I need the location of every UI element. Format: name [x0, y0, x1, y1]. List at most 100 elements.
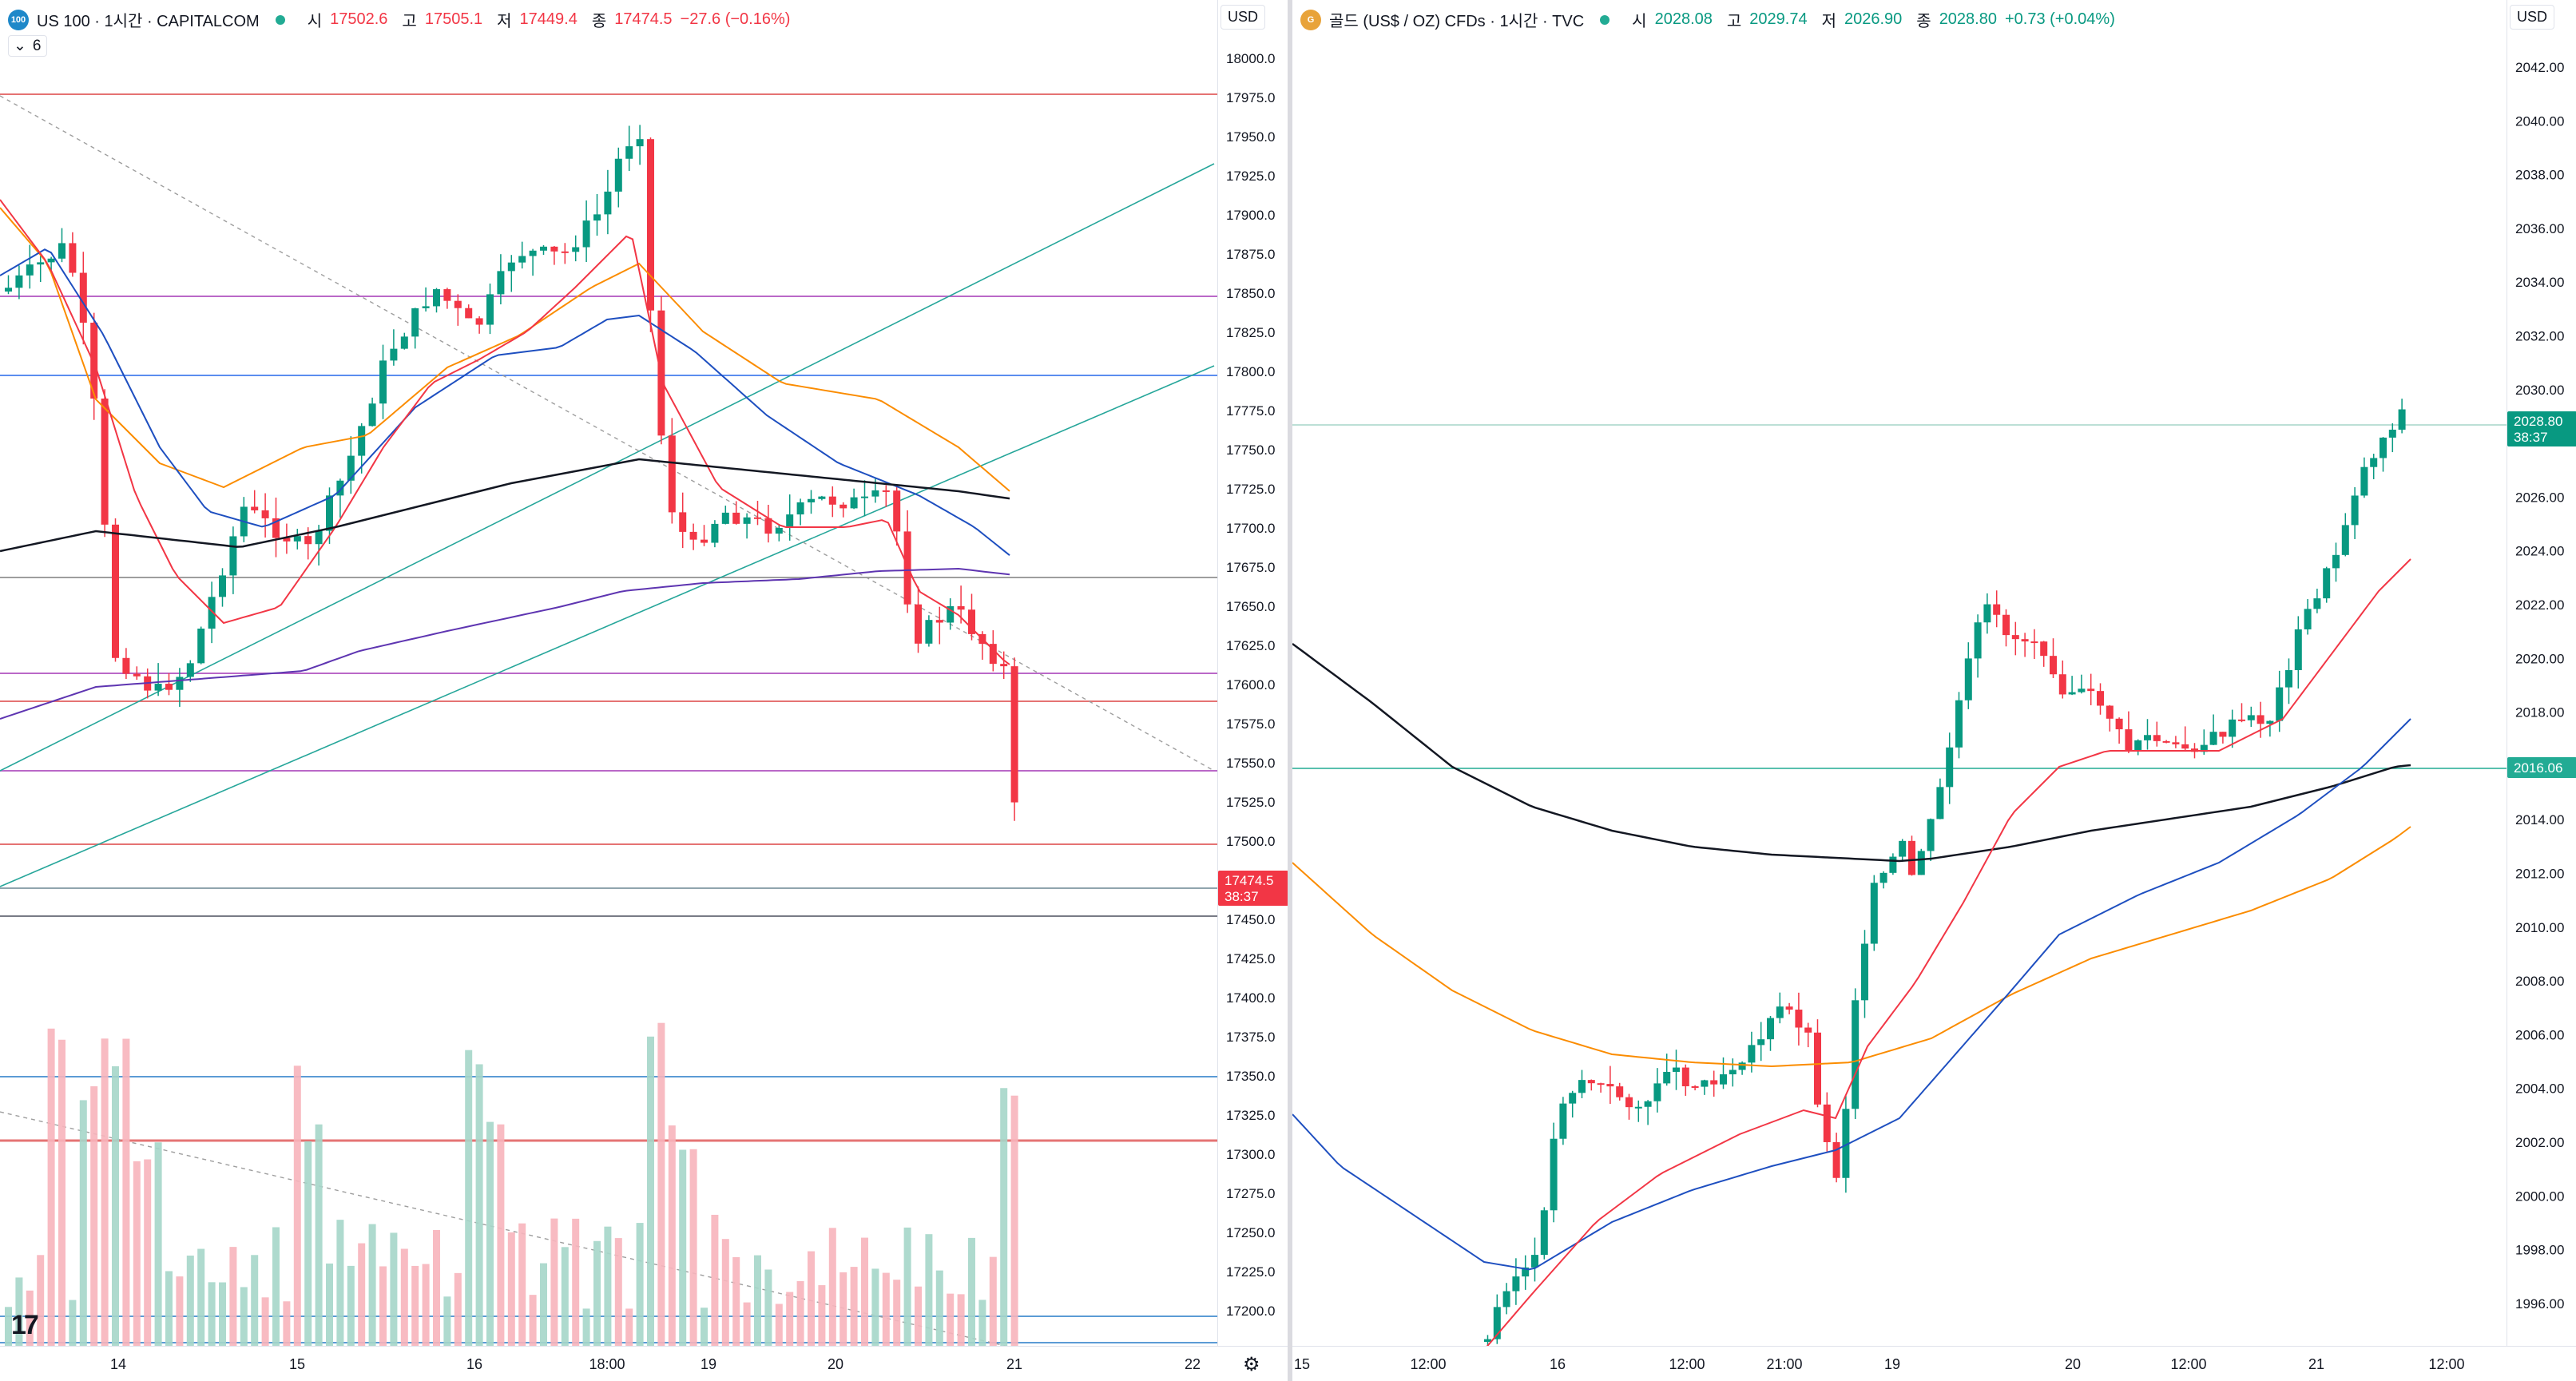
candle-up [1879, 872, 1887, 883]
ma-blue-line [1292, 718, 2411, 1271]
time-tick-label: 22 [1185, 1356, 1201, 1372]
candle-up [1889, 856, 1897, 873]
volume-bar [818, 1285, 826, 1346]
candle-down [764, 518, 772, 534]
price-tick-label: 17900.0 [1226, 208, 1275, 223]
candle-up [1899, 840, 1907, 857]
candle-down [261, 510, 269, 518]
candle-down [101, 398, 109, 525]
candle-down [1823, 1104, 1831, 1142]
candle-down [2162, 740, 2170, 743]
currency-button[interactable]: USD [1221, 5, 1266, 30]
volume-bar [978, 1300, 986, 1346]
price-tick-label: 17325.0 [1226, 1108, 1275, 1123]
volume-bar [614, 1238, 622, 1346]
volume-bar [229, 1247, 237, 1346]
price-tick-label: 17275.0 [1226, 1186, 1275, 1201]
ma-black-line [1292, 642, 2411, 863]
currency-button[interactable]: USD [2510, 5, 2555, 30]
candle-up [861, 496, 868, 498]
price-tick-label: 2002.00 [2515, 1135, 2564, 1150]
candle-up [572, 247, 580, 252]
tradingview-logo[interactable]: 17 [11, 1310, 39, 1340]
volume-bar [529, 1295, 537, 1346]
price-chart-us100[interactable] [0, 0, 1217, 1346]
chart-pane-us100[interactable]: 100 US 100 · 1시간 · CAPITALCOM 시 17502.6 고… [0, 0, 1288, 1381]
candle-up [486, 294, 494, 325]
candle-up [2341, 525, 2349, 555]
price-tick-label: 17550.0 [1226, 756, 1275, 771]
volume-bar [947, 1293, 955, 1346]
volume-bar [443, 1296, 451, 1346]
price-tick-label: 2026.00 [2515, 490, 2564, 505]
candle-down [2125, 729, 2133, 751]
volume-bar [15, 1277, 23, 1346]
symbol-legend-gold[interactable]: G 골드 (US$ / OZ) CFDs · 1시간 · TVC 시 2028.0… [1300, 8, 2115, 31]
level-label: 2016.06 [2514, 760, 2562, 776]
price-axis-us100[interactable]: 18000.0 17975.0 17950.0 17925.0 17900.0 17875… [1217, 0, 1288, 1346]
gear-icon[interactable]: ⚙ [1243, 1354, 1260, 1375]
volume-bar [903, 1227, 911, 1346]
time-axis-gold[interactable]: 15 12:00 16 12:00 21:00 19 20 12:00 21 12:00 [1292, 1346, 2576, 1381]
volume-bar [935, 1270, 943, 1346]
volume-bar [701, 1308, 708, 1346]
candle-up [1550, 1138, 1558, 1211]
price-tick-label: 2000.00 [2515, 1189, 2564, 1204]
candle-down [69, 243, 77, 273]
candle-down [165, 684, 173, 690]
price-chart-gold[interactable] [1292, 0, 2507, 1346]
candle-down [882, 490, 890, 492]
price-tick-label: 17875.0 [1226, 247, 1275, 262]
price-tick-label: 17625.0 [1226, 638, 1275, 653]
candle-up [2370, 458, 2378, 467]
volume-bar [251, 1255, 259, 1346]
indicators-toggle[interactable]: ⌄ 6 [8, 35, 47, 57]
time-tick-label: 21 [1006, 1356, 1022, 1372]
candle-down [989, 644, 997, 665]
candle-up [721, 512, 729, 524]
price-tick-label: 17925.0 [1226, 169, 1275, 184]
candle-up [208, 597, 216, 629]
symbol-title[interactable]: US 100 · 1시간 · CAPITALCOM [37, 13, 260, 30]
time-tick-label: 12:00 [2170, 1356, 2206, 1372]
candle-down [1832, 1141, 1840, 1178]
candle-down [1785, 1006, 1793, 1010]
volume-bar [47, 1028, 55, 1346]
candle-up [1936, 787, 1944, 819]
volume-bar [379, 1266, 387, 1346]
candle-down [2181, 744, 2189, 749]
price-tick-label: 17525.0 [1226, 795, 1275, 810]
time-tick-label: 12:00 [1410, 1356, 1446, 1372]
candle-up [2134, 740, 2142, 751]
candle-up [1757, 1039, 1765, 1046]
candle-down [839, 504, 847, 509]
pane-divider[interactable] [1288, 0, 1292, 1381]
candle-down [1000, 664, 1008, 667]
candle-up [2285, 670, 2292, 688]
volume-bar [743, 1302, 751, 1346]
candle-up [1983, 604, 1991, 623]
symbol-legend-us100[interactable]: 100 US 100 · 1시간 · CAPITALCOM 시 17502.6 고… [8, 8, 790, 31]
candle-down [957, 605, 965, 610]
price-tick-label: 18000.0 [1226, 51, 1275, 66]
channel-line-lower [0, 365, 1215, 887]
candle-up [2144, 735, 2151, 740]
time-axis-us100[interactable]: 14 15 16 18:00 19 20 21 22 [0, 1346, 1288, 1381]
countdown-label: 38:37 [1224, 889, 1259, 904]
volume-bar [358, 1243, 366, 1346]
volume-bar [154, 1142, 162, 1346]
volume-bar [368, 1224, 376, 1346]
price-axis-gold[interactable]: 2042.00 2040.00 2038.00 2036.00 2034.00 2032.… [2507, 0, 2576, 1346]
candle-down [1010, 666, 1018, 803]
candle-up [2304, 609, 2312, 629]
volume-bar [786, 1292, 794, 1346]
candle-up [1917, 851, 1925, 875]
price-tick-label: 2006.00 [2515, 1027, 2564, 1042]
candle-up [1964, 658, 1972, 700]
chart-pane-gold[interactable]: G 골드 (US$ / OZ) CFDs · 1시간 · TVC 시 2028.0… [1292, 0, 2576, 1381]
candle-up [1673, 1067, 1680, 1072]
volume-bar [915, 1286, 922, 1346]
candle-up [1531, 1255, 1538, 1268]
candle-up [1559, 1103, 1567, 1139]
symbol-title[interactable]: 골드 (US$ / OZ) CFDs · 1시간 · TVC [1329, 13, 1585, 30]
